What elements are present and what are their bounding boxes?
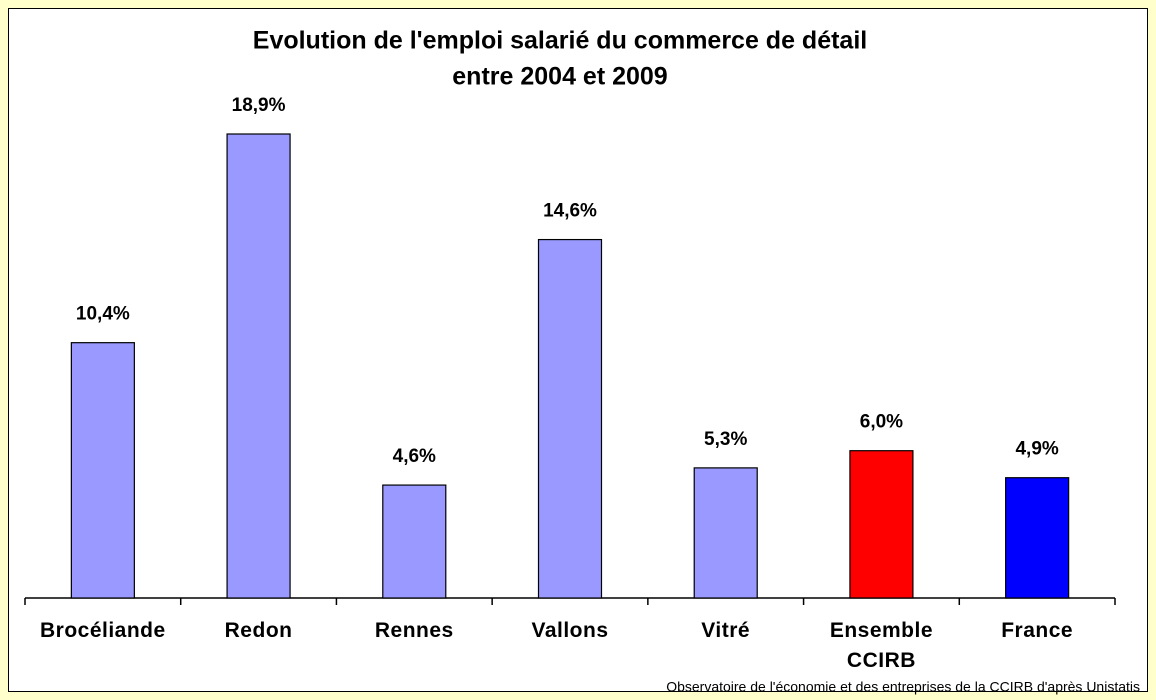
bar (537, 238, 603, 599)
x-tick-label: Rennes (374, 619, 454, 642)
x-tick-label: Vitré (701, 619, 751, 642)
bar (849, 450, 914, 599)
value-label: 18,9% (232, 95, 286, 116)
x-tick-label: Brocéliande (39, 619, 166, 642)
x-tick-label: Ensemble CCIRB (829, 619, 934, 672)
bar (226, 133, 291, 599)
x-tick-label: France (1001, 619, 1074, 642)
value-label: 6,0% (860, 412, 903, 433)
source-note: Observatoire de l'économie et des entrep… (666, 679, 1140, 695)
bar (1005, 477, 1070, 599)
value-label: 4,6% (393, 446, 436, 467)
value-label: 4,9% (1015, 439, 1058, 460)
x-tick-label: Redon (224, 619, 293, 642)
bar (70, 342, 135, 599)
bar (382, 484, 447, 599)
value-label: 5,3% (704, 429, 747, 450)
x-tick-label: Vallons (531, 619, 609, 642)
value-label: 14,6% (543, 201, 597, 222)
bar (693, 467, 758, 599)
chart-title: entre 2004 et 2009 (452, 63, 667, 91)
chart-title: Evolution de l'emploi salarié du commerc… (253, 27, 867, 55)
value-label: 10,4% (76, 304, 130, 325)
